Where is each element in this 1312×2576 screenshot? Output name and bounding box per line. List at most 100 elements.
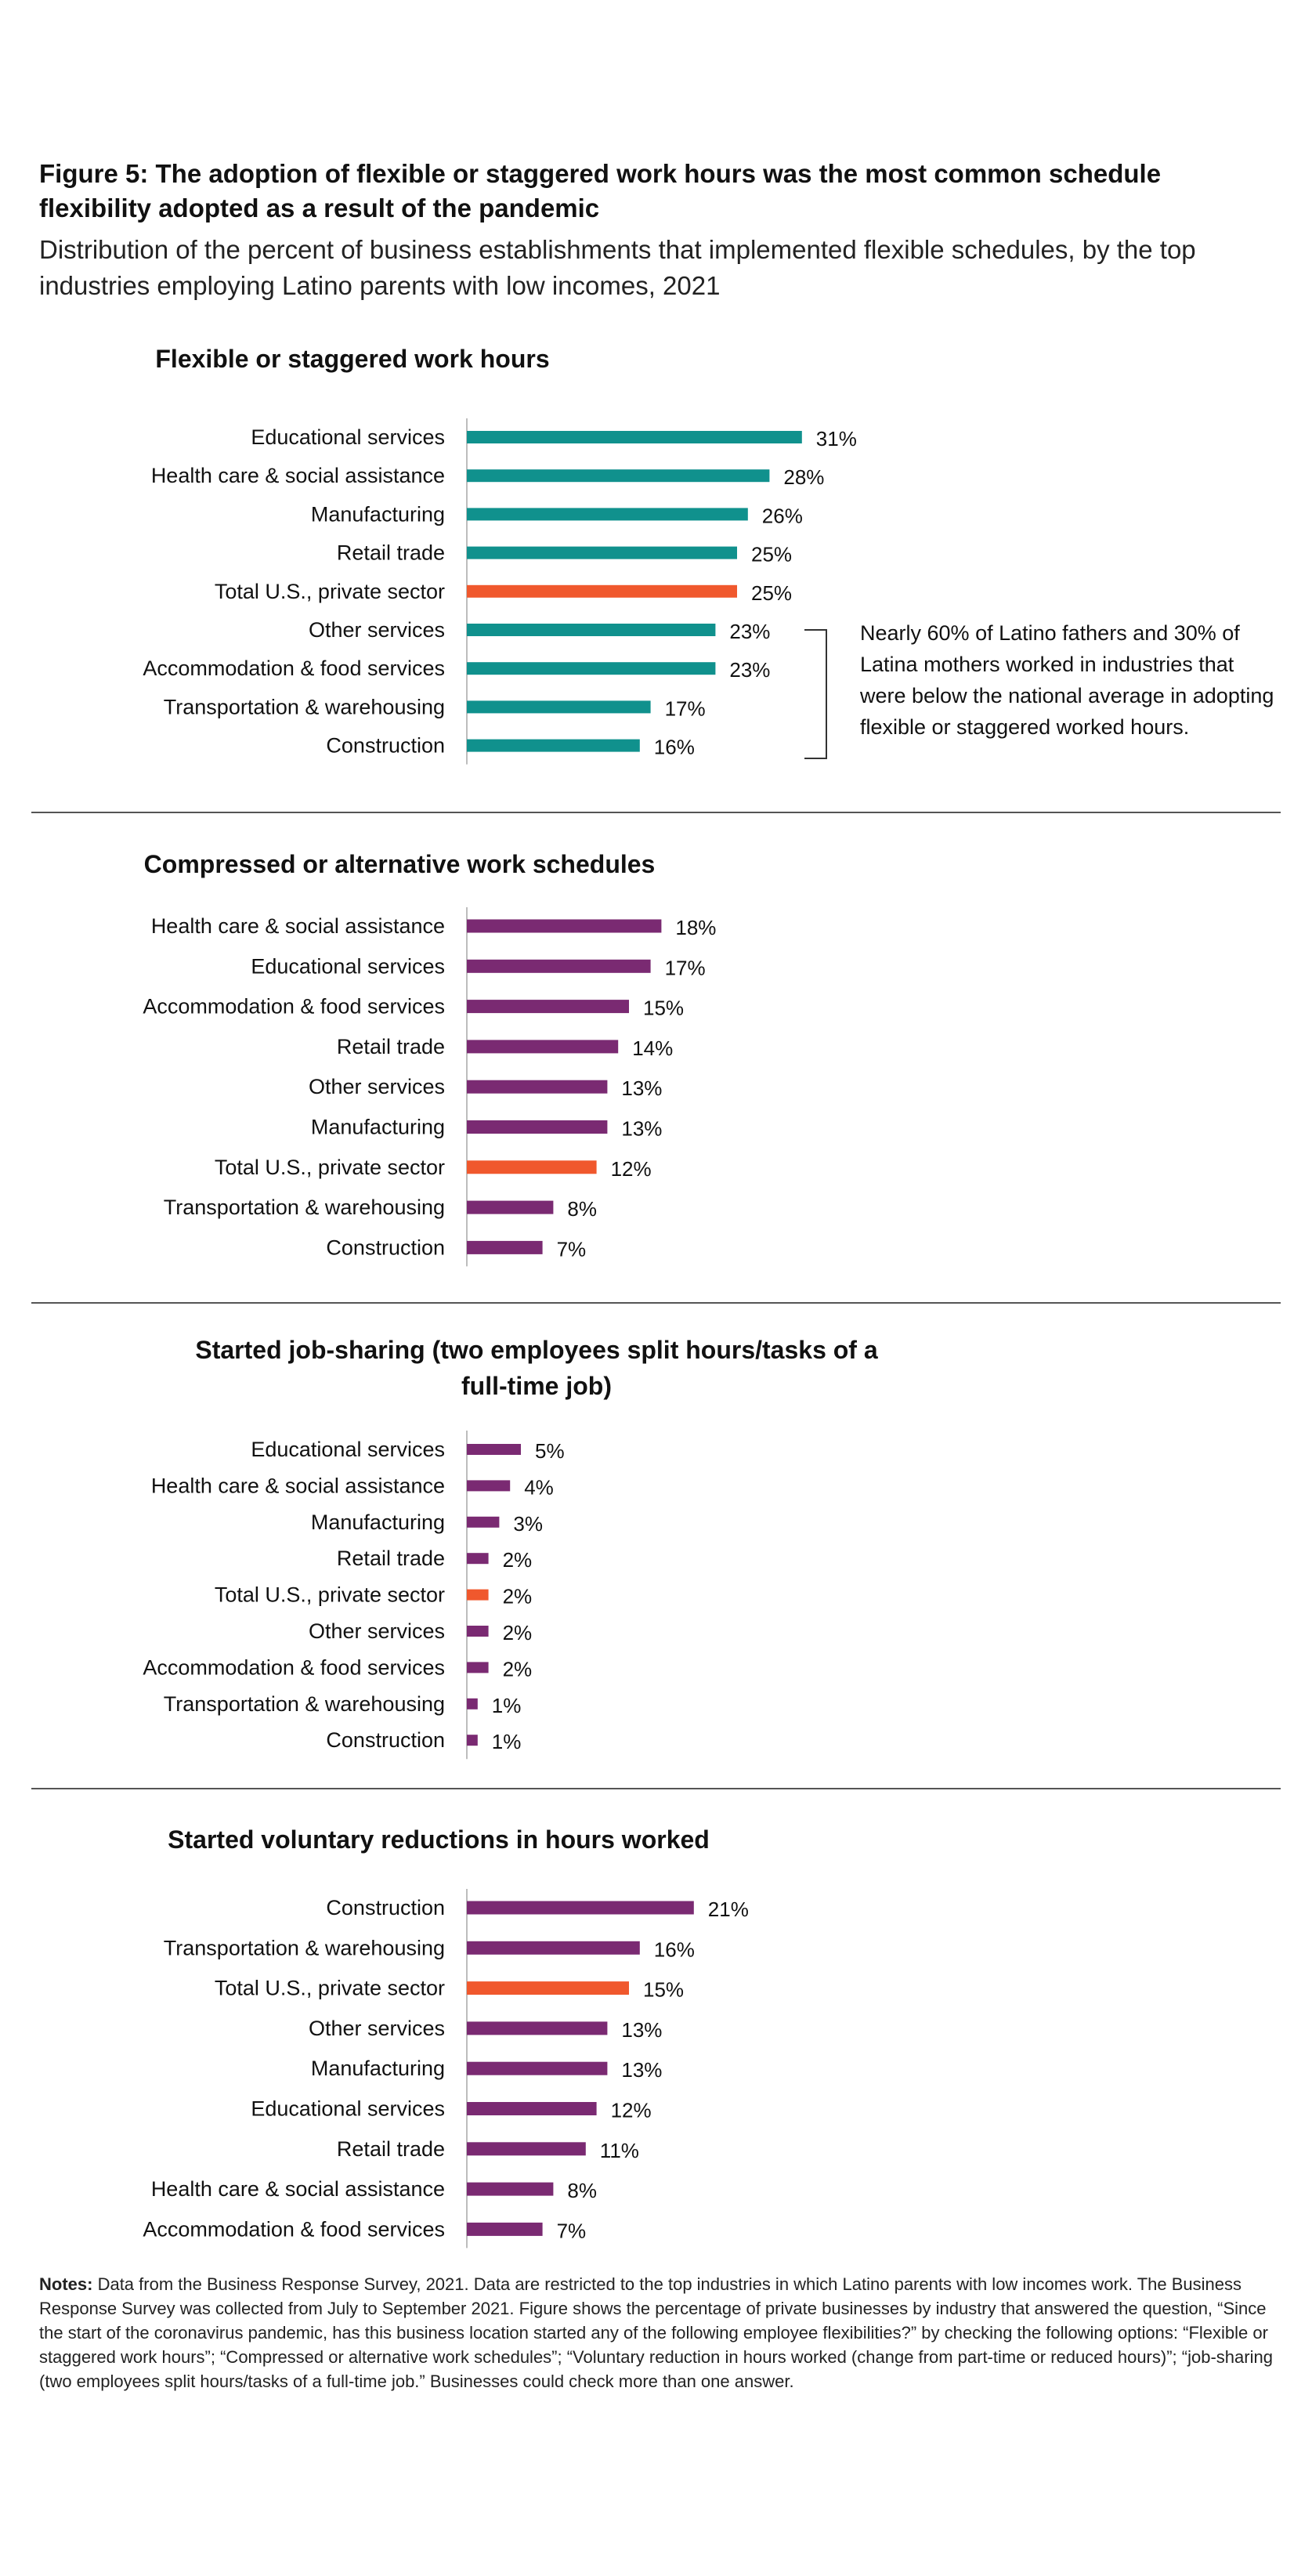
voluntary-reductions-chart: Construction 21% Transportation & warehous… (143, 1889, 749, 2249)
bar (467, 2142, 586, 2156)
category-label: Manufacturing (311, 502, 445, 526)
bar (467, 624, 716, 636)
panel-4-title: Started voluntary reductions in hours wo… (168, 1825, 710, 1854)
category-label: Other services (309, 2017, 445, 2040)
category-label: Transportation & warehousing (164, 1936, 445, 1959)
bar (467, 1941, 640, 1955)
category-label: Total U.S., private sector (215, 1977, 445, 2000)
category-label: Construction (326, 1236, 445, 1259)
bar (467, 469, 770, 483)
category-label: Accommodation & food services (143, 657, 445, 680)
value-label: 21% (708, 1898, 749, 1921)
category-label: Health care & social assistance (151, 1474, 445, 1497)
bar (467, 2102, 597, 2115)
value-label: 17% (665, 696, 706, 720)
category-label: Transportation & warehousing (164, 1692, 445, 1716)
category-label: Total U.S., private sector (215, 1583, 445, 1607)
bar (467, 1553, 489, 1565)
bar (467, 1040, 619, 1054)
notes-text: Data from the Business Response Survey, … (39, 2274, 1273, 2391)
value-label: 5% (535, 1439, 565, 1463)
job-sharing-chart: Educational services 5% Health care & soci… (143, 1431, 565, 1760)
bar (467, 1662, 489, 1673)
divider-2 (31, 1302, 1281, 1304)
category-label: Educational services (251, 954, 445, 978)
bar (467, 546, 737, 559)
value-label: 13% (621, 2058, 662, 2082)
category-label: Construction (326, 1728, 445, 1752)
compressed-schedules-chart: Health care & social assistance 18% Educat… (143, 907, 716, 1267)
bar (467, 739, 640, 752)
bar (467, 1735, 478, 1746)
bar (467, 2222, 543, 2236)
value-label: 1% (492, 1730, 522, 1753)
category-label: Health care & social assistance (151, 914, 445, 938)
category-label: Total U.S., private sector (215, 580, 445, 603)
category-label: Other services (309, 1619, 445, 1643)
bar-total-us (467, 1160, 597, 1174)
bar-total-us (467, 1981, 629, 1995)
bar (467, 1698, 478, 1709)
category-label: Accommodation & food services (143, 2217, 445, 2241)
value-label: 18% (675, 916, 716, 939)
bar (467, 1901, 694, 1915)
bar (467, 959, 651, 973)
category-label: Retail trade (337, 2137, 445, 2161)
panel-3-title: Started job-sharing (two employees split… (195, 1336, 878, 1400)
value-label: 7% (557, 1237, 587, 1261)
value-label: 15% (643, 1978, 684, 2002)
value-label: 16% (654, 1937, 695, 1961)
value-label: 11% (600, 2139, 639, 2162)
bar (467, 1240, 543, 1254)
value-label: 1% (492, 1694, 522, 1717)
divider-1 (31, 812, 1281, 813)
divider-3 (31, 1788, 1281, 1789)
value-label: 28% (783, 465, 824, 489)
category-label: Retail trade (337, 541, 445, 565)
bar (467, 919, 662, 933)
value-label: 3% (513, 1512, 543, 1536)
category-label: Health care & social assistance (151, 464, 445, 487)
value-label: 25% (751, 543, 792, 566)
panel-1-title: Flexible or staggered work hours (155, 345, 550, 373)
value-label: 13% (621, 2018, 662, 2042)
value-label: 25% (751, 581, 792, 605)
annotation-bracket (804, 629, 827, 759)
bar (467, 508, 748, 521)
value-label: 4% (524, 1475, 554, 1499)
category-label: Educational services (251, 425, 445, 449)
bar (467, 431, 802, 443)
value-label: 23% (729, 620, 770, 643)
annotation-text: Nearly 60% of Latino fathers and 30% of … (860, 621, 1274, 739)
bar-total-us (467, 584, 737, 598)
value-label: 7% (557, 2219, 587, 2242)
category-label: Other services (309, 618, 445, 642)
value-label: 2% (503, 1585, 533, 1608)
category-label: Other services (309, 1075, 445, 1098)
bar (467, 1626, 489, 1637)
value-label: 8% (567, 2179, 597, 2202)
value-label: 13% (621, 1076, 662, 1100)
bar (467, 1080, 608, 1094)
panel-2-title: Compressed or alternative work schedules (143, 850, 656, 878)
notes: Notes: Data from the Business Response S… (39, 2272, 1277, 2393)
bar (467, 1516, 500, 1528)
category-label: Transportation & warehousing (164, 695, 445, 718)
value-label: 26% (762, 504, 803, 527)
value-label: 2% (503, 1548, 533, 1572)
bar (467, 662, 716, 675)
category-label: Educational services (251, 1438, 445, 1461)
category-label: Construction (326, 1896, 445, 1919)
category-label: Educational services (251, 2097, 445, 2121)
category-label: Health care & social assistance (151, 2177, 445, 2201)
category-label: Manufacturing (311, 2057, 445, 2080)
value-label: 2% (503, 1657, 533, 1681)
value-label: 14% (632, 1037, 673, 1060)
category-label: Manufacturing (311, 1511, 445, 1534)
category-label: Retail trade (337, 1035, 445, 1058)
bar (467, 2061, 608, 2075)
bar (467, 1000, 629, 1014)
value-label: 16% (654, 736, 695, 759)
bar (467, 700, 651, 714)
category-label: Retail trade (337, 1547, 445, 1570)
